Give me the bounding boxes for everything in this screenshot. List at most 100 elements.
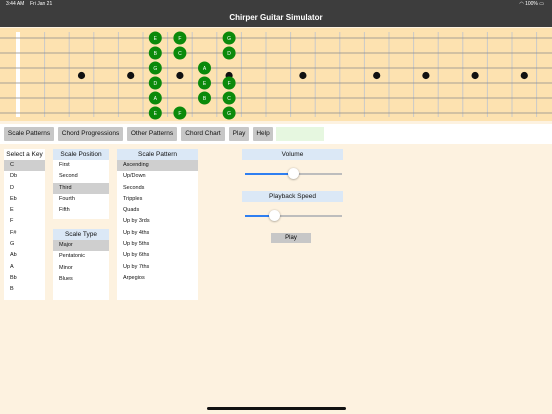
position-option[interactable]: Third (53, 182, 109, 194)
home-indicator (207, 407, 346, 410)
key-option[interactable]: C (4, 160, 45, 172)
note-marker (148, 106, 162, 120)
key-option[interactable]: Bb (10, 274, 17, 281)
scale-type-list: Major Pentatonic Minor Blues (53, 240, 109, 285)
scale-type-panel: Scale Type Major Pentatonic Minor Blues (53, 229, 109, 300)
chord-progressions-button[interactable]: Chord Progressions (58, 127, 123, 141)
note-marker (173, 46, 187, 60)
pattern-list: Ascending Up/Down Seconds Tripples Quads Up b… (117, 160, 198, 284)
note-marker (173, 31, 187, 45)
note-marker (198, 61, 211, 75)
note-marker (222, 76, 236, 90)
status-bar: 3:44 AM Fri Jan 21 ◠ 100% ▭ (0, 0, 552, 9)
status-indicator (276, 127, 324, 141)
position-option[interactable]: Fifth (59, 207, 70, 214)
note-label: A (203, 66, 207, 72)
fret-inlay (422, 71, 430, 80)
app-title: Chirper Guitar Simulator (0, 9, 552, 27)
pattern-header: Scale Pattern (117, 149, 198, 160)
pattern-option[interactable]: Arpegios (123, 274, 145, 281)
pattern-option[interactable]: Up by 4ths (123, 229, 150, 236)
note-label: F (228, 81, 231, 87)
other-patterns-button[interactable]: Other Patterns (127, 127, 177, 141)
toolbar: Scale Patterns Chord Progressions Other … (0, 124, 552, 144)
pattern-option[interactable]: Up by 7ths (123, 263, 150, 270)
help-button[interactable]: Help (253, 127, 273, 141)
note-label: B (154, 51, 158, 57)
key-list: C Db D Eb E F F# G Ab A Bb B (4, 160, 45, 296)
note-label: C (178, 51, 182, 57)
note-label: G (227, 111, 231, 117)
scale-type-option[interactable]: Minor (59, 264, 73, 271)
pattern-option[interactable]: Up/Down (123, 173, 146, 180)
volume-slider-thumb[interactable] (288, 168, 299, 179)
pattern-option[interactable]: Ascending (117, 160, 198, 172)
key-option[interactable]: F# (10, 229, 17, 236)
key-option[interactable]: Eb (10, 195, 17, 202)
fretboard[interactable]: E F G B C D G A D E F A B C E F G (0, 28, 552, 121)
chord-chart-button[interactable]: Chord Chart (181, 127, 225, 141)
speed-slider-thumb[interactable] (268, 210, 280, 221)
key-header: Select a Key (4, 149, 45, 160)
note-label: D (153, 81, 157, 87)
note-label: F (178, 111, 181, 117)
note-marker (222, 106, 236, 120)
note-label: C (227, 96, 231, 102)
note-marker (148, 91, 162, 105)
play-button[interactable]: Play (271, 233, 311, 243)
key-option[interactable]: Db (10, 173, 18, 180)
position-header: Scale Position (53, 149, 109, 160)
position-option[interactable]: First (59, 162, 70, 168)
key-option[interactable]: F (10, 218, 14, 225)
scale-type-option[interactable]: Pentatonic (59, 253, 85, 260)
pattern-option[interactable]: Up by 6ths (123, 252, 150, 259)
position-option[interactable]: Fourth (59, 195, 75, 202)
key-option[interactable]: D (10, 184, 14, 191)
note-label: A (154, 96, 158, 102)
pattern-option[interactable]: Seconds (123, 184, 145, 191)
scale-type-option[interactable]: Major (53, 240, 109, 252)
note-marker (198, 91, 211, 105)
position-option[interactable]: Second (59, 173, 78, 180)
note-marker (222, 91, 236, 105)
speed-track[interactable] (245, 215, 342, 217)
key-option[interactable]: B (10, 286, 14, 293)
pattern-option[interactable]: Up by 5ths (123, 241, 150, 248)
note-marker (173, 106, 187, 120)
status-time: 3:44 AM (6, 1, 25, 7)
pattern-option[interactable]: Up by 3rds (123, 218, 150, 225)
note-label: E (203, 81, 207, 87)
note-label: B (203, 96, 207, 102)
note-label: G (153, 66, 157, 72)
fret-inlay (77, 71, 86, 80)
pattern-option[interactable]: Tripples (123, 195, 143, 202)
key-option[interactable]: G (10, 241, 15, 248)
position-list: First Second Third Fourth Fifth (53, 160, 109, 216)
fret-inlay (373, 71, 381, 80)
fret-inlay (127, 71, 135, 80)
volume-header: Volume (242, 149, 343, 160)
pattern-option[interactable]: Quads (123, 207, 140, 214)
play-button-top[interactable]: Play (229, 127, 249, 141)
note-marker (148, 61, 162, 75)
scale-patterns-button[interactable]: Scale Patterns (4, 127, 54, 141)
scale-type-option[interactable]: Blues (59, 275, 73, 282)
fret-inlay (520, 71, 528, 80)
note-marker (148, 46, 162, 60)
note-label: E (154, 111, 158, 117)
speed-header: Playback Speed (242, 191, 343, 202)
position-panel: Scale Position First Second Third Fourth Fif… (53, 149, 109, 219)
key-option[interactable]: E (10, 207, 14, 214)
key-option[interactable]: Ab (10, 252, 17, 259)
status-right: ◠ 100% ▭ (519, 0, 544, 9)
speed-fill (245, 215, 275, 217)
battery-percent: 100% (525, 1, 538, 7)
key-option[interactable]: A (10, 263, 14, 270)
note-label: G (227, 36, 231, 42)
note-marker (198, 76, 211, 90)
pattern-panel: Scale Pattern Ascending Up/Down Seconds Tri… (117, 149, 198, 300)
note-label: E (154, 36, 158, 42)
note-marker (222, 46, 236, 60)
note-label: D (227, 51, 231, 57)
nut (16, 32, 20, 117)
